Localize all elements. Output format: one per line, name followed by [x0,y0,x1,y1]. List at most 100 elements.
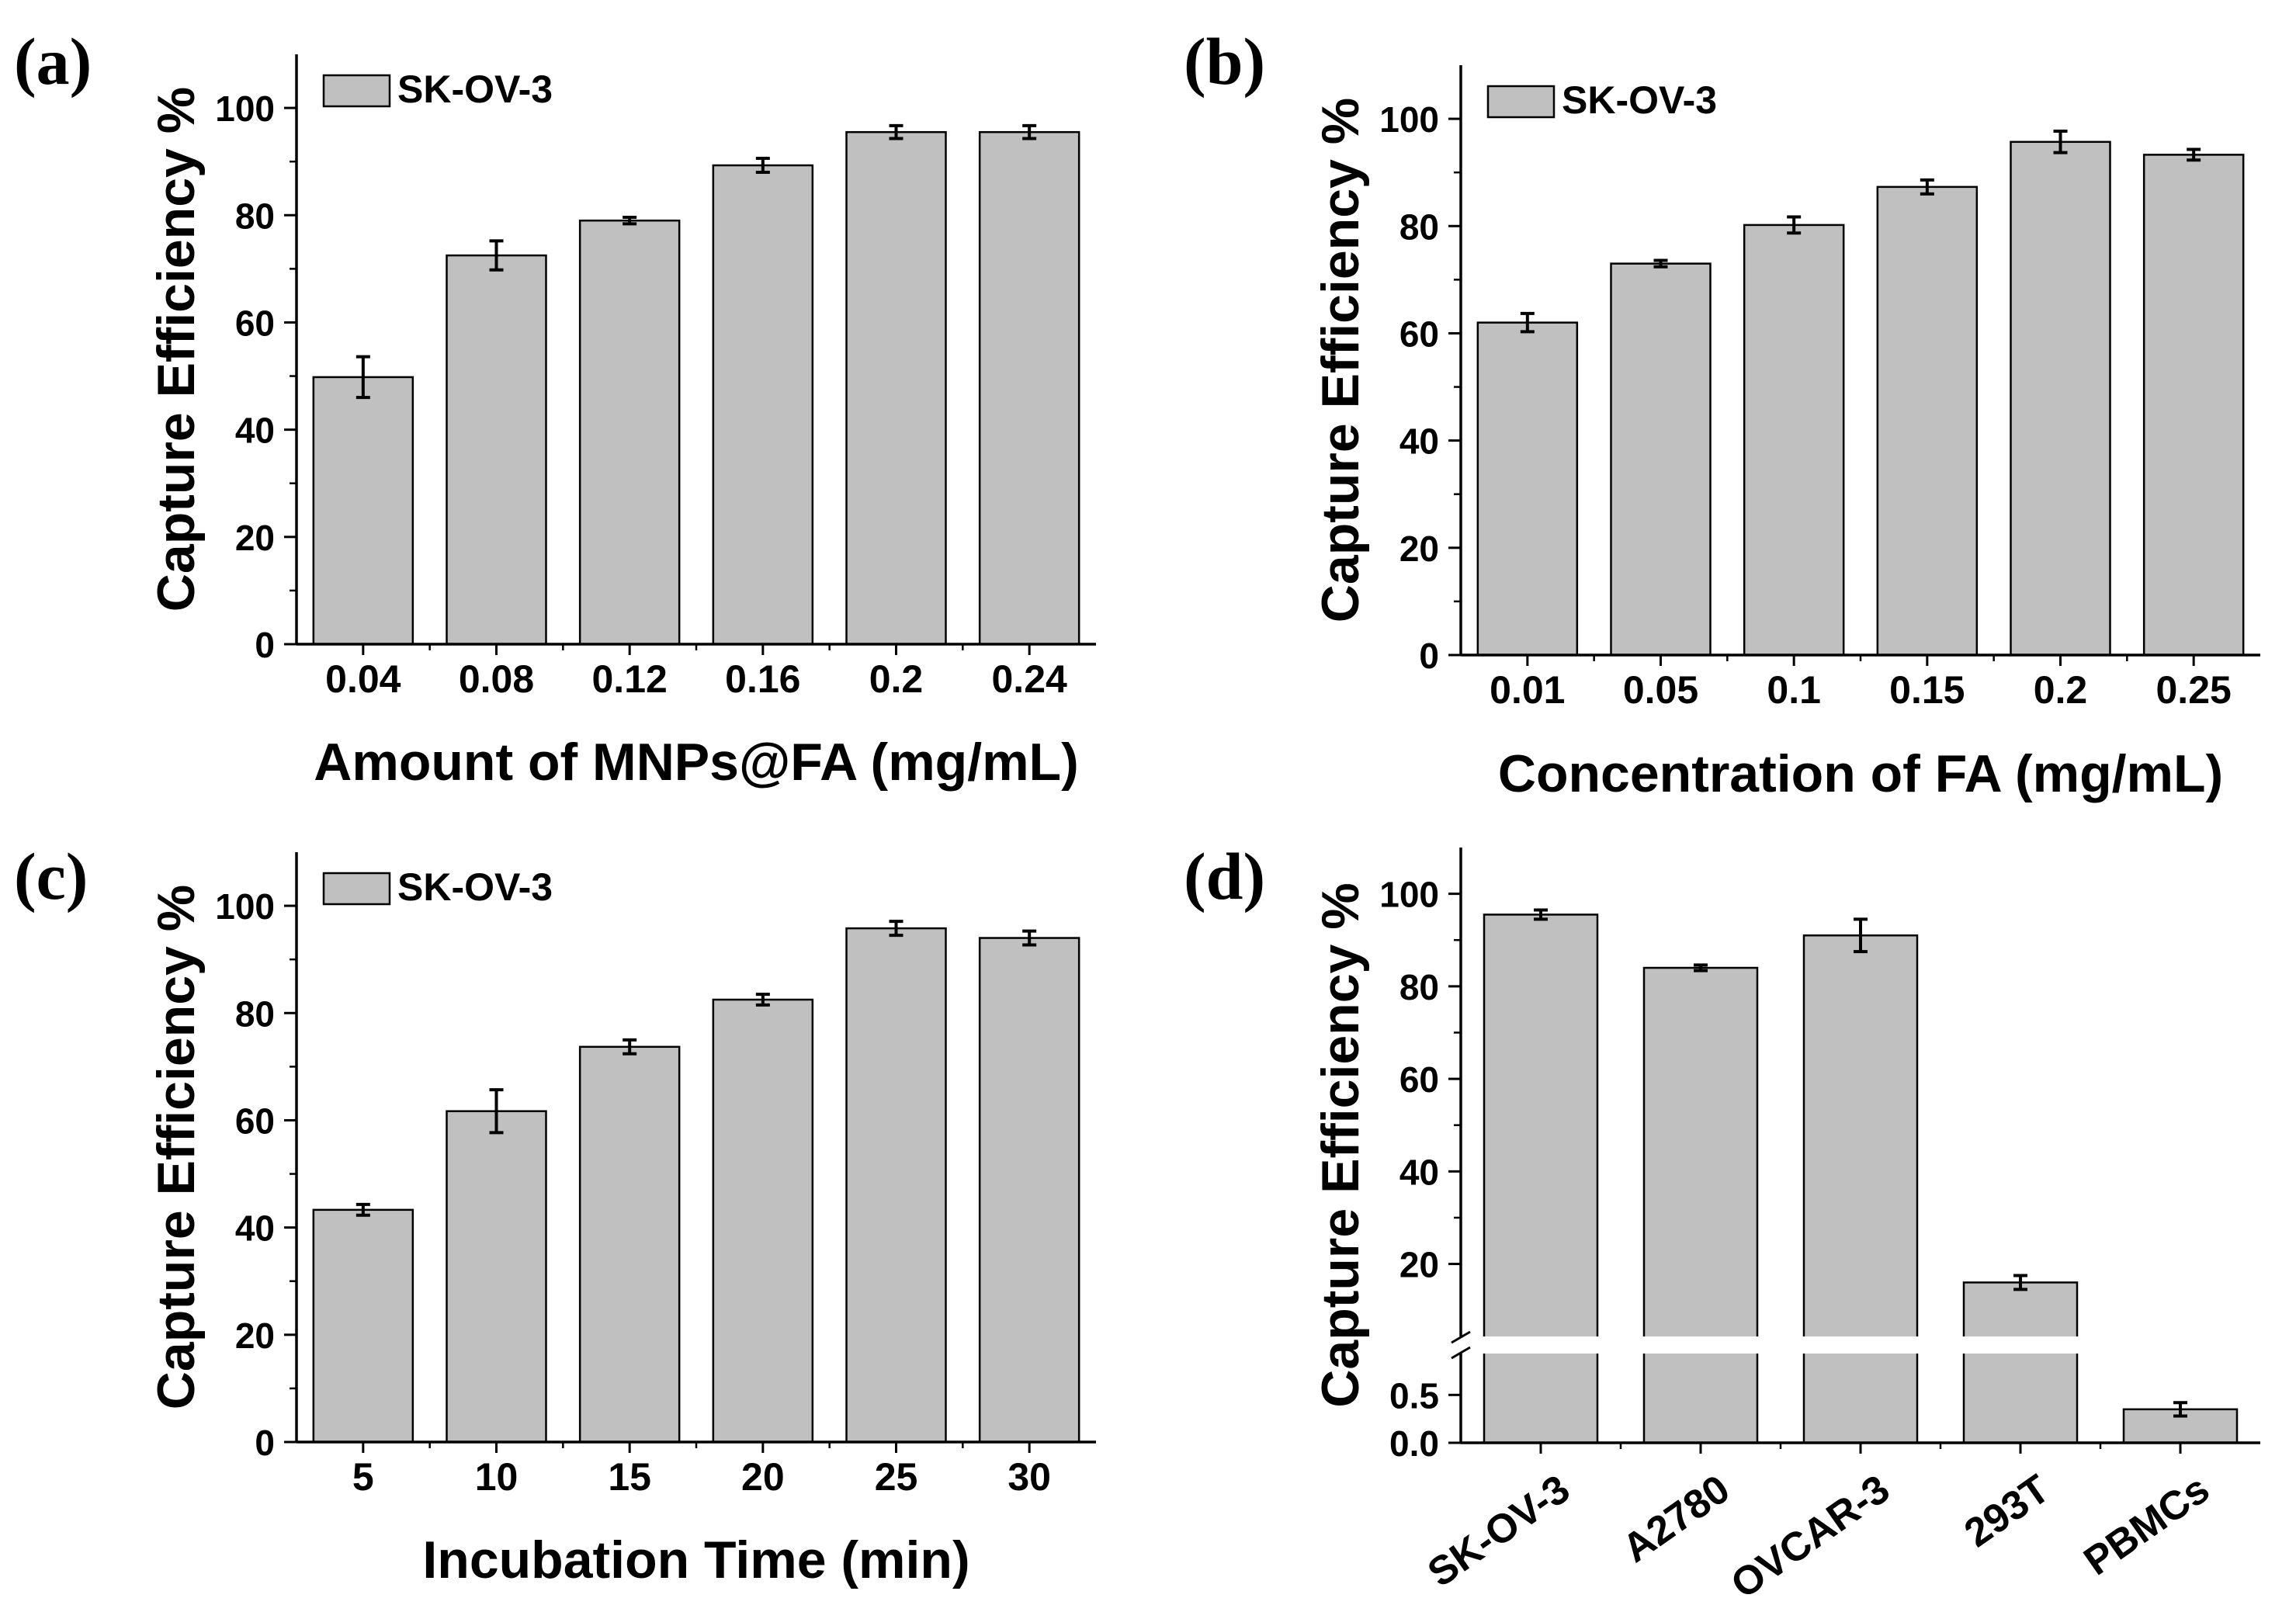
error-bar-20 [755,993,770,1007]
x-tick-label-0.24: 0.24 [992,657,1068,701]
bar-0.15 [1876,185,1979,657]
y-tick-label-80: 80 [235,196,275,236]
bar-0.04 [312,376,414,646]
error-bar-0.04 [355,355,370,400]
x-tick-label-0.15: 0.15 [1889,668,1965,712]
error-bar-0.2 [2053,129,2068,154]
error-bar-0.05 [1653,258,1668,269]
x-axis-label: Concentration of FA (mg/mL) [1498,744,2223,803]
y-axis-label: Capture Efficiency % [1311,882,1370,1407]
y-tick-label-0: 0 [255,625,275,665]
y-tick-label-100: 100 [1379,875,1439,915]
x-tick-label-20: 20 [741,1455,785,1499]
x-tick-label-0.16: 0.16 [725,657,800,701]
chart-panel-1: (a) 0.04 0.08 0.12 0.16 0.2 0.24 0 20 40 60 80 100Ca… [14,24,1096,792]
legend-label: SK-OV-3 [397,865,553,909]
x-tick-label-0.1: 0.1 [1767,668,1821,712]
error-bar-0.16 [755,157,770,174]
bar-SK-OV-3 [1483,913,1599,1444]
y-tick-label-20: 20 [1399,529,1439,569]
x-tick-label-10: 10 [475,1455,519,1499]
bar-20 [712,998,814,1444]
error-bar-0.1 [1787,215,1802,235]
axis-break-mark [1451,1330,1471,1344]
error-bar-SK-OV-3 [1534,908,1548,921]
bar-15 [578,1045,681,1444]
chart-panel-2: (b) 0.01 0.05 0.1 0.15 0.2 0.25 0 20 40 60 80 100Cap… [1184,24,2260,803]
panel-label: (a) [14,24,92,99]
x-tick-label-0.08: 0.08 [459,657,534,701]
legend-swatch [322,872,391,906]
x-tick-label-A2780: A2780 [1614,1466,1738,1571]
error-bar-0.25 [2187,147,2201,162]
bar-0.08 [446,254,547,646]
y-axis-label: Capture Efficiency % [147,87,206,612]
x-tick-label-0.12: 0.12 [592,657,668,701]
y-tick-label-0: 0 [255,1423,275,1463]
y-axis-label: Capture Efficiency % [147,885,206,1409]
error-bar-PBMCs [2173,1401,2187,1418]
x-tick-label-30: 30 [1008,1455,1051,1499]
y-tick-label-100: 100 [215,886,275,927]
axis-break-mark [1451,1346,1471,1360]
legend: SK-OV-3 [1486,78,1717,122]
bar-10 [446,1110,547,1444]
panel-label: (d) [1184,839,1265,913]
legend-swatch [322,74,391,108]
bar-0.24 [978,130,1080,646]
error-bar-0.24 [1022,123,1037,140]
x-tick-label-0.04: 0.04 [325,657,401,701]
x-axis-label: Incubation Time (min) [422,1530,969,1589]
y-tick-label-60: 60 [235,303,275,343]
y-tick-label-40: 40 [235,411,275,451]
y-tick-label-20: 20 [235,518,275,558]
error-bar-OVCAR-3 [1854,917,1868,954]
bar-OVCAR-3 [1802,934,1919,1444]
error-bar-293T [2013,1274,2027,1291]
error-bar-5 [355,1202,370,1217]
legend-label: SK-OV-3 [1562,78,1717,122]
x-tick-label-OVCAR-3: OVCAR-3 [1723,1466,1898,1605]
y-tick-label-100: 100 [1379,99,1439,140]
bar-0.12 [578,219,681,646]
error-bar-10 [489,1088,504,1135]
bar-293T [1962,1281,2079,1444]
error-bar-0.15 [1920,178,1934,196]
y-tick-label-100: 100 [215,88,275,129]
x-tick-label-293T: 293T [1957,1466,2058,1556]
panel-label: (c) [14,839,88,913]
error-bar-0.2 [889,123,903,140]
bar-5 [312,1208,414,1444]
error-bar-A2780 [1694,963,1708,972]
error-bar-0.12 [623,216,637,226]
x-tick-label-0.05: 0.05 [1623,668,1698,712]
y-tick-label-0: 0 [1419,636,1439,676]
panel-label: (b) [1184,24,1265,99]
x-tick-label-5: 5 [352,1455,374,1499]
bar-0.25 [2142,154,2245,657]
x-tick-label-0.2: 0.2 [2034,668,2088,712]
error-bar-0.08 [489,239,504,272]
y-tick-label-40: 40 [1399,1152,1439,1192]
y-tick-label-80: 80 [1399,206,1439,247]
x-axis-label: Amount of MNPs@FA (mg/mL) [314,733,1078,792]
y-tick-label-20: 20 [235,1316,275,1356]
x-tick-label-25: 25 [875,1455,918,1499]
x-tick-label-0.2: 0.2 [869,657,924,701]
y-tick-label-40: 40 [1399,421,1439,462]
y-tick-label-80: 80 [1399,967,1439,1007]
y-tick-label-40: 40 [235,1208,275,1249]
legend-swatch [1486,85,1556,119]
bar-0.16 [712,164,814,646]
x-tick-label-SK-OV-3: SK-OV-3 [1420,1466,1578,1596]
bar-0.2 [2010,140,2111,657]
error-bar-25 [889,920,903,938]
x-tick-label-0.25: 0.25 [2156,668,2232,712]
bar-0.05 [1610,262,1712,657]
y-tick-label-0.5: 0.5 [1389,1375,1439,1416]
bar-A2780 [1642,966,1759,1444]
bar-25 [845,927,947,1444]
error-bar-30 [1022,929,1037,947]
